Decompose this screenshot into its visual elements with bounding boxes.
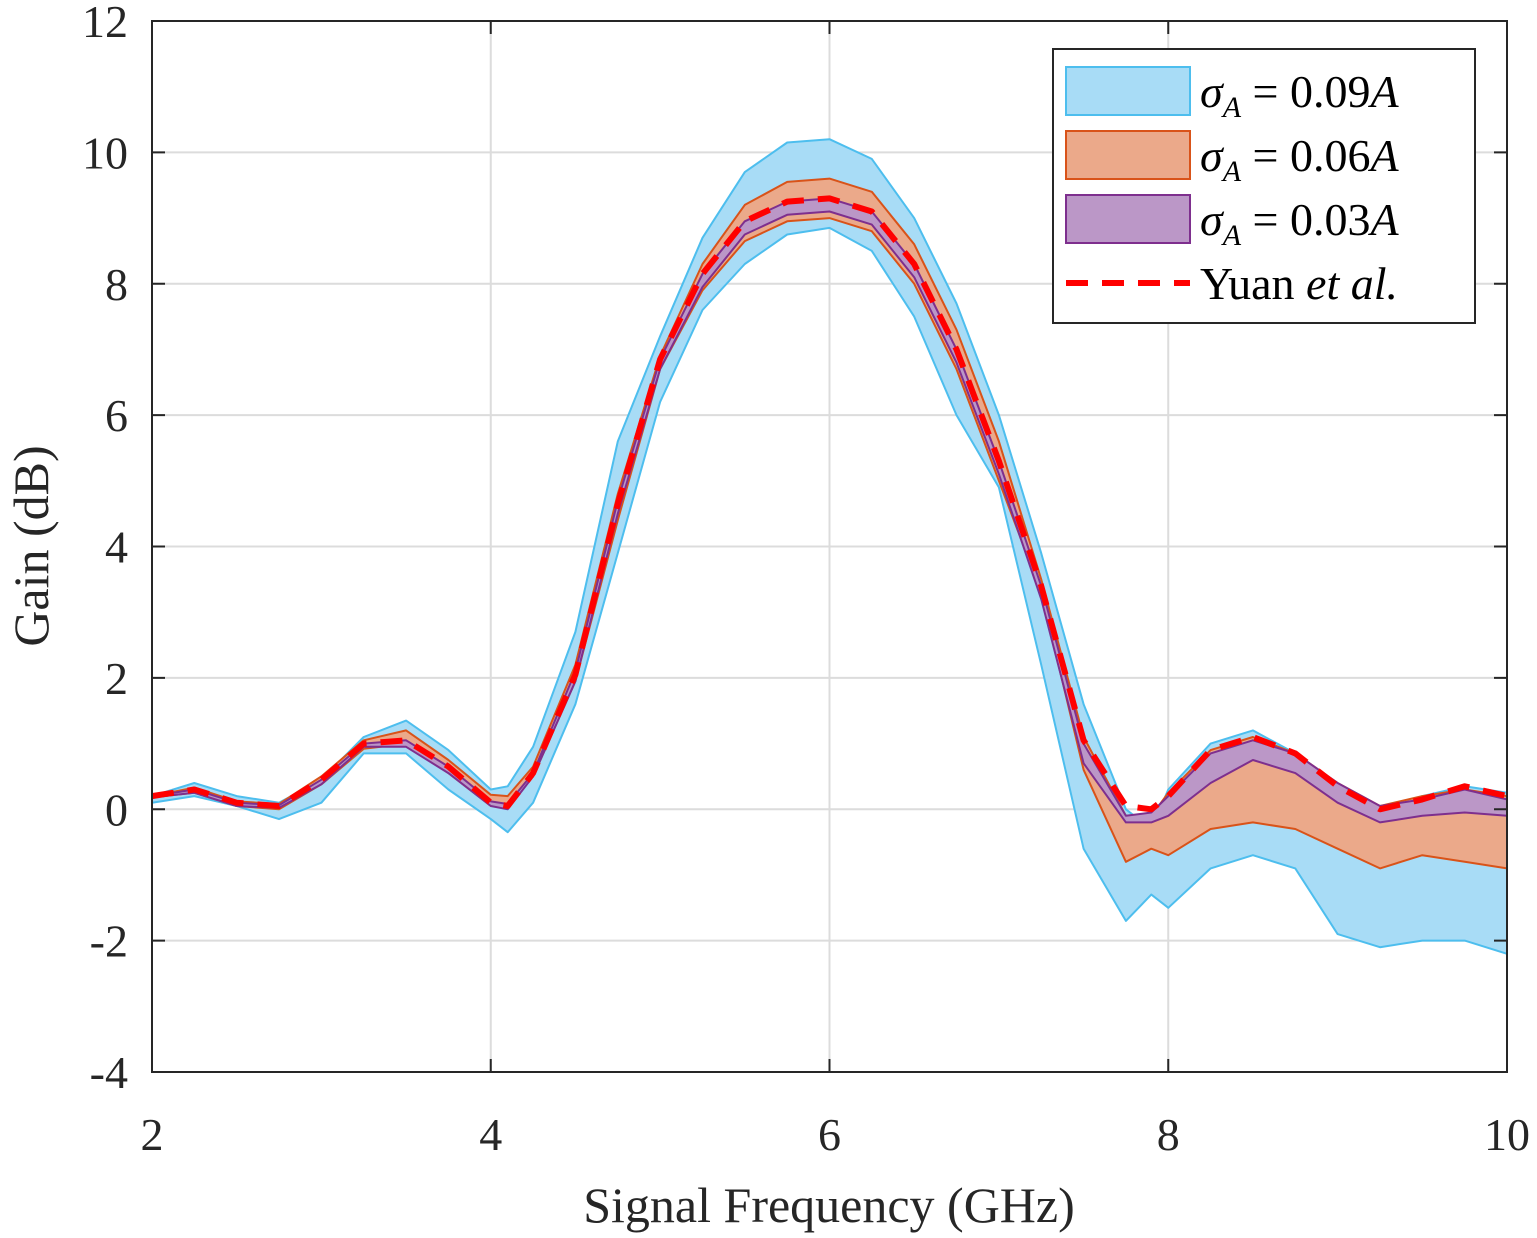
y-tick-label: 10	[82, 127, 128, 178]
reference-lines	[151, 195, 1508, 813]
legend-label-3: σA = 0.03A	[1200, 194, 1399, 252]
legend-swatch-2	[1065, 130, 1191, 180]
y-tick-label: -2	[90, 916, 128, 967]
x-axis-label: Signal Frequency (GHz)	[583, 1177, 1075, 1233]
y-tick-label: 4	[105, 522, 128, 573]
y-axis-ticks: -4 -2 0 2 4 6 8 10 12	[82, 0, 1507, 1098]
yuan-reference-line	[151, 195, 1508, 813]
x-tick-label: 2	[141, 1109, 164, 1160]
y-tick-label: 2	[105, 653, 128, 704]
legend-label-1: σA = 0.09A	[1200, 66, 1399, 124]
y-tick-label: 6	[105, 390, 128, 441]
y-tick-label: 0	[105, 784, 128, 835]
y-axis-label: Gain (dB)	[3, 445, 59, 646]
legend-label-2: σA = 0.06A	[1200, 130, 1399, 188]
legend: σA = 0.09A σA = 0.06A σA = 0.03A Yuan et al…	[1052, 48, 1476, 324]
legend-label-4: Yuan et al.	[1200, 258, 1398, 309]
legend-swatch-3	[1065, 194, 1191, 244]
y-tick-label: 12	[82, 0, 128, 47]
x-tick-label: 10	[1484, 1109, 1530, 1160]
legend-swatch-1	[1065, 66, 1191, 116]
x-tick-label: 8	[1157, 1109, 1180, 1160]
y-tick-label: -4	[90, 1047, 128, 1098]
x-axis-ticks: 2 4 6 8 10	[141, 21, 1530, 1160]
x-tick-label: 6	[818, 1109, 841, 1160]
x-tick-label: 4	[479, 1109, 502, 1160]
y-tick-label: 8	[105, 259, 128, 310]
